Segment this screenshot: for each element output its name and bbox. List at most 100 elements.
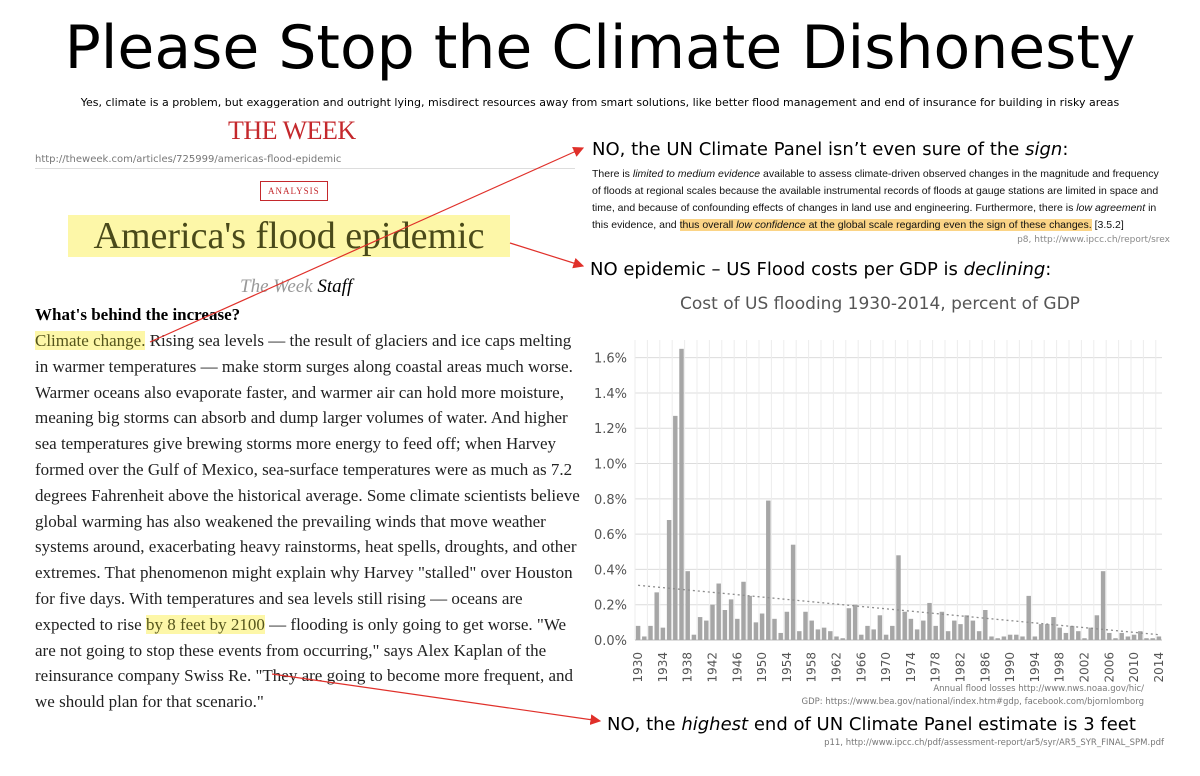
bar-1965	[852, 604, 858, 640]
byline-staff: Staff	[317, 276, 353, 297]
bar-1954	[784, 611, 790, 640]
bar-1930	[635, 625, 641, 640]
bar-1989	[1001, 636, 1007, 640]
bar-1979	[939, 611, 945, 640]
bar-1935	[666, 520, 672, 640]
bar-1942	[710, 604, 715, 640]
bar-1988	[995, 638, 1000, 640]
bar-1951	[766, 500, 771, 640]
bar-1937	[679, 348, 684, 640]
bar-1997	[1051, 617, 1056, 640]
x-tick-label: 1986	[978, 652, 992, 683]
bar-1943	[716, 583, 721, 640]
chart-bars	[635, 348, 1162, 640]
chart-trendline	[638, 584, 1159, 636]
y-tick-label: 0.6%	[594, 528, 627, 543]
x-tick-label: 1962	[830, 652, 844, 683]
bar-1995	[1038, 624, 1044, 640]
bar-2003	[1088, 627, 1093, 640]
bar-1934	[660, 627, 666, 640]
x-tick-label: 1974	[904, 652, 918, 683]
x-tick-label: 1946	[730, 652, 744, 683]
y-tick-label: 0.4%	[594, 563, 627, 578]
bar-2008	[1119, 632, 1124, 640]
bar-1987	[989, 636, 994, 640]
x-tick-label: 2006	[1102, 652, 1116, 683]
bar-1992	[1020, 636, 1025, 640]
bar-1948	[747, 595, 752, 640]
bar-2001	[1076, 631, 1081, 640]
bar-1936	[673, 415, 678, 640]
ipcc-highlight: thus overall low confidence at the globa…	[679, 219, 1092, 231]
bar-2009	[1125, 636, 1131, 640]
bar-1949	[753, 622, 759, 640]
bar-2002	[1082, 638, 1087, 640]
y-tick-label: 1.6%	[594, 352, 627, 367]
x-tick-label: 1938	[681, 652, 695, 683]
rebuttal-sea-level-heading: NO, the highest end of UN Climate Panel …	[607, 714, 1136, 735]
chart-title: Cost of US flooding 1930-2014, percent o…	[680, 294, 1080, 314]
bar-2005	[1100, 571, 1106, 640]
y-tick-label: 1.4%	[594, 387, 627, 402]
x-tick-label: 2002	[1078, 652, 1092, 683]
bar-1980	[945, 631, 951, 640]
bar-1961	[828, 631, 833, 640]
y-tick-label: 1.2%	[594, 422, 627, 437]
bar-1990	[1007, 634, 1013, 640]
bar-1941	[704, 620, 709, 640]
bar-2014	[1156, 636, 1162, 640]
bar-1938	[685, 571, 690, 640]
article-url[interactable]: http://theweek.com/articles/725999/ameri…	[35, 154, 575, 169]
bar-2007	[1113, 638, 1118, 640]
bar-1983	[964, 615, 969, 640]
bar-2011	[1138, 631, 1143, 640]
bar-1970	[883, 634, 889, 640]
bar-1947	[741, 581, 746, 640]
bar-1975	[914, 629, 920, 640]
bar-1964	[846, 608, 852, 640]
chart-x-ticks: 1930 1934 1938 1942 1946 1950 1954 1958 1962 1966…	[631, 652, 1166, 683]
bar-1966	[859, 634, 864, 640]
bar-1999	[1063, 632, 1069, 640]
bar-1939	[691, 634, 697, 640]
bar-1940	[697, 617, 703, 640]
bar-1991	[1014, 634, 1019, 640]
x-tick-label: 1934	[656, 652, 670, 683]
bar-1972	[896, 555, 901, 640]
bar-2000	[1069, 625, 1075, 640]
bar-1963	[840, 638, 845, 640]
x-tick-label: 1970	[879, 652, 893, 683]
bar-1996	[1045, 624, 1050, 640]
bar-1982	[958, 624, 963, 640]
bar-1986	[983, 610, 988, 640]
bar-1974	[908, 618, 914, 640]
x-tick-label: 1966	[854, 652, 868, 683]
x-tick-label: 1930	[631, 652, 645, 683]
bar-1933	[654, 592, 659, 640]
bar-1998	[1057, 627, 1062, 640]
analysis-badge: ANALYSIS	[260, 181, 328, 201]
bar-1978	[933, 625, 938, 640]
x-tick-label: 1950	[755, 652, 769, 683]
bar-1946	[735, 618, 740, 640]
bar-2010	[1131, 634, 1137, 640]
bar-1985	[976, 631, 982, 640]
x-tick-label: 1998	[1053, 652, 1067, 683]
y-tick-label: 0.0%	[594, 634, 627, 649]
bar-1981	[952, 620, 957, 640]
x-tick-label: 1990	[1003, 652, 1017, 683]
bar-1962	[834, 636, 839, 640]
article-body-part-1: Rising sea levels — the result of glacie…	[35, 331, 580, 634]
chart-source-losses: Annual flood losses http://www.nws.noaa.…	[933, 684, 1144, 694]
article-headline: America's flood epidemic	[68, 215, 510, 257]
bar-1969	[877, 615, 883, 640]
byline: The Week Staff	[240, 276, 352, 298]
bar-1955	[790, 544, 796, 640]
bar-2012	[1144, 638, 1149, 640]
bar-1973	[902, 611, 907, 640]
bar-1958	[809, 620, 814, 640]
y-tick-label: 1.0%	[594, 458, 627, 473]
y-tick-label: 0.2%	[594, 599, 627, 614]
arrow-to-epidemic-rebuttal	[509, 242, 585, 269]
x-tick-label: 1954	[780, 652, 794, 683]
